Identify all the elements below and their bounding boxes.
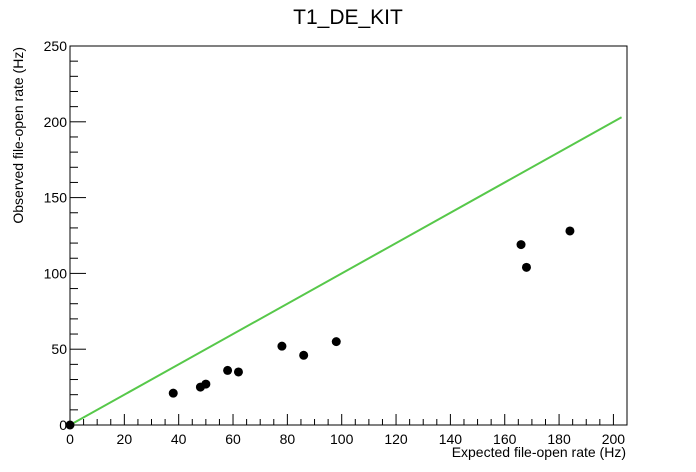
data-point bbox=[516, 240, 526, 250]
data-points bbox=[65, 226, 575, 430]
data-point bbox=[168, 388, 178, 398]
data-point bbox=[223, 365, 233, 375]
x-tick-label: 120 bbox=[384, 431, 408, 447]
x-tick-label: 160 bbox=[493, 431, 517, 447]
x-tick-label: 180 bbox=[547, 431, 571, 447]
x-axis-title: Expected file-open rate (Hz) bbox=[452, 444, 626, 460]
data-point bbox=[565, 226, 575, 236]
data-point bbox=[201, 379, 211, 389]
x-tick-label: 60 bbox=[225, 431, 241, 447]
y-axis-title: Observed file-open rate (Hz) bbox=[10, 47, 26, 224]
y-axis-ticks bbox=[70, 45, 86, 426]
y-tick-label: 150 bbox=[44, 190, 68, 206]
y-axis-tick-labels: 0 50 100 150 200 250 bbox=[44, 38, 68, 433]
y-tick-label: 200 bbox=[44, 114, 68, 130]
x-tick-label: 80 bbox=[280, 431, 296, 447]
chart-title: T1_DE_KIT bbox=[293, 6, 403, 29]
x-tick-label: 100 bbox=[330, 431, 354, 447]
x-tick-label: 140 bbox=[439, 431, 463, 447]
reference-line bbox=[69, 116, 623, 426]
data-point bbox=[65, 420, 75, 430]
data-point bbox=[277, 341, 287, 351]
y-tick-label: 0 bbox=[59, 417, 67, 433]
x-axis-tick-labels: 0 20 40 60 80 100 120 140 160 180 200 bbox=[66, 431, 625, 447]
y-tick-label: 50 bbox=[51, 341, 67, 357]
y-tick-label: 250 bbox=[44, 38, 68, 54]
x-tick-label: 200 bbox=[602, 431, 626, 447]
y-tick-label: 100 bbox=[44, 265, 68, 281]
data-point bbox=[299, 350, 309, 360]
x-tick-label: 20 bbox=[117, 431, 133, 447]
data-point bbox=[233, 367, 243, 377]
x-axis-ticks bbox=[69, 414, 628, 425]
x-tick-label: 0 bbox=[66, 431, 74, 447]
x-tick-label: 40 bbox=[171, 431, 187, 447]
data-point bbox=[521, 262, 531, 272]
plot-frame bbox=[69, 45, 628, 426]
data-point bbox=[331, 337, 341, 347]
